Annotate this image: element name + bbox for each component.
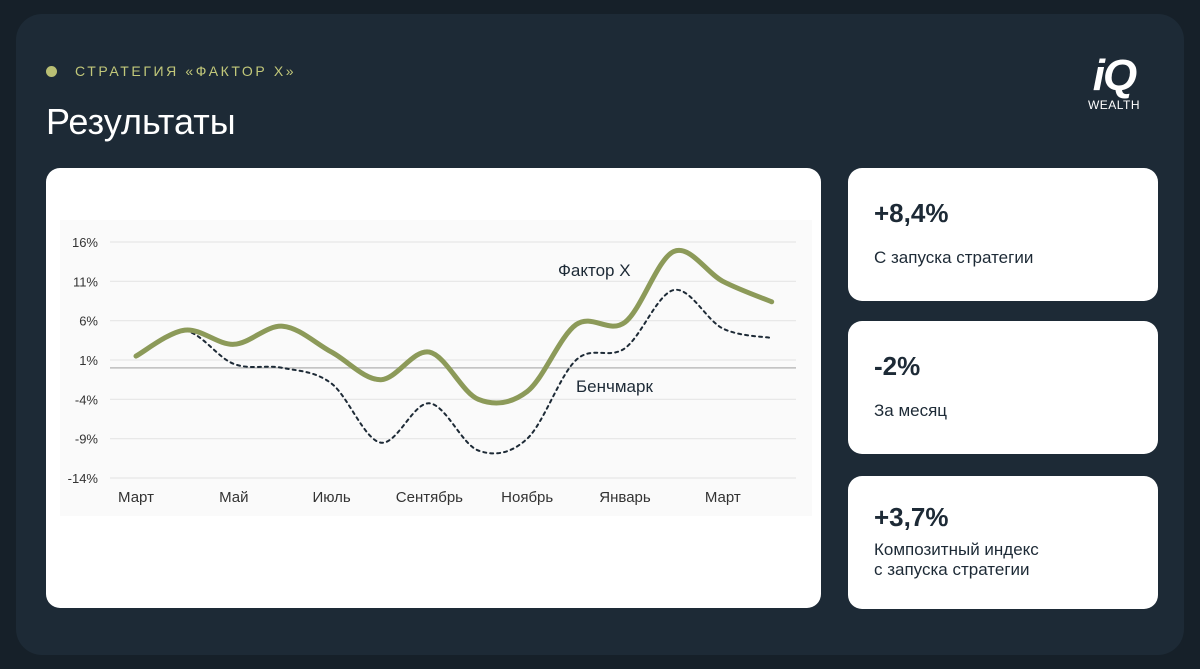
x-tick-label: Ноябрь <box>501 489 553 506</box>
stat-value-launch: +8,4% <box>874 198 949 228</box>
page-title: Результаты <box>46 101 236 142</box>
stat-label-month: За месяц <box>874 401 948 420</box>
line-chart: 16% 11% 6% 1% -4% -9% -14% Март Май Июль Сентябрь… <box>60 220 812 516</box>
stat-card-launch: +8,4% С запуска стратегии <box>848 168 1158 301</box>
series-label-benchmark: Бенчмарк <box>576 377 653 396</box>
stat-label-launch: С запуска стратегии <box>874 248 1034 267</box>
logo-mark: iQ <box>1092 51 1137 100</box>
logo-word: WEALTH <box>1087 98 1141 112</box>
stat-value-month: -2% <box>874 351 921 381</box>
y-axis: 16% 11% 6% 1% -4% -9% -14% <box>68 235 99 486</box>
x-tick-label: Март <box>705 489 741 506</box>
y-tick-label: 16% <box>72 235 98 250</box>
stat-card-month: -2% За месяц <box>848 321 1158 454</box>
x-tick-label: Сентябрь <box>396 489 463 506</box>
x-tick-label: Июль <box>312 489 350 506</box>
series-line-factor-x <box>133 247 775 406</box>
y-tick-label: 6% <box>79 314 98 329</box>
y-tick-label: 11% <box>73 274 98 289</box>
series <box>133 247 775 455</box>
stat-label-composite: Композитный индекс с запуска стратегии <box>874 540 1039 579</box>
x-tick-label: Январь <box>599 489 651 506</box>
stat-card-composite: +3,7% Композитный индекс с запуска страт… <box>848 476 1158 609</box>
series-line-benchmark <box>135 288 773 455</box>
chart-card: 16% 11% 6% 1% -4% -9% -14% Март Май Июль Сентябрь… <box>46 168 821 608</box>
x-tick-label: Март <box>118 489 154 506</box>
y-tick-label: -14% <box>68 471 99 486</box>
logo: iQ WEALTH <box>1084 51 1144 122</box>
eyebrow: СТРАТЕГИЯ «ФАКТОР Х» <box>46 62 296 80</box>
y-tick-label: 1% <box>79 353 98 368</box>
stat-value-composite: +3,7% <box>874 502 949 532</box>
x-tick-label: Май <box>219 489 248 506</box>
series-label-factor-x: Фактор Х <box>558 261 631 280</box>
eyebrow-text: СТРАТЕГИЯ «ФАКТОР Х» <box>75 63 297 79</box>
bullet-dot-icon <box>46 65 57 77</box>
x-axis: Март Май Июль Сентябрь Ноябрь Январь Март <box>118 489 741 506</box>
grid <box>110 241 796 479</box>
y-tick-label: -9% <box>75 432 99 447</box>
y-tick-label: -4% <box>75 392 99 407</box>
